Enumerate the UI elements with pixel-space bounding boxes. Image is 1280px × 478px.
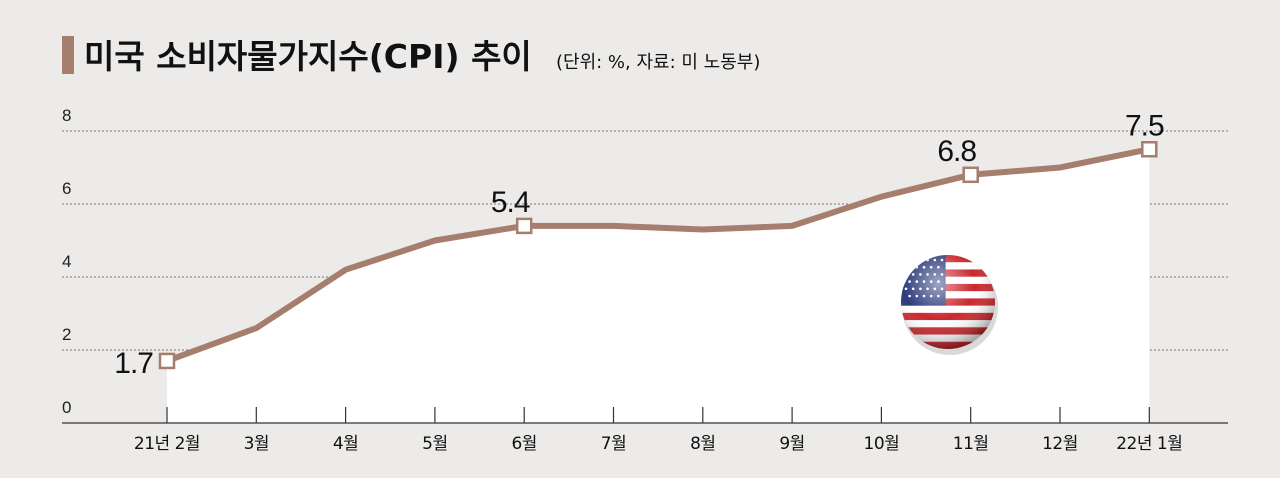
us-flag-icon	[901, 255, 998, 355]
title-bar-accent	[62, 36, 74, 74]
x-tick-label: 4월	[333, 434, 358, 454]
cpi-line	[164, 146, 1153, 364]
data-marker	[515, 217, 533, 235]
data-marker	[1141, 141, 1158, 158]
chart-subtitle: (단위: %, 자료: 미 노동부)	[556, 52, 760, 73]
y-tick-label: 0	[62, 398, 71, 417]
y-axis-ticks: 0 2 4 6 8	[62, 106, 71, 417]
x-tick-label: 5월	[422, 434, 447, 454]
x-axis-ticks: 21년 2월 3월 4월 5월 6월 7월 8월 9월 10월 11월 12월 22년 1월	[134, 434, 1183, 454]
data-label: 6.8	[937, 135, 976, 168]
y-tick-label: 8	[62, 106, 71, 125]
y-tick-label: 6	[62, 179, 71, 198]
x-tick-label: 11월	[953, 434, 989, 454]
x-tick-label: 21년 2월	[134, 434, 200, 454]
x-tick-label: 8월	[690, 434, 715, 454]
x-tick-label: 22년 1월	[1116, 434, 1182, 454]
x-tick-label: 12월	[1042, 434, 1078, 454]
y-tick-label: 4	[62, 252, 71, 271]
x-tick-label: 9월	[779, 434, 804, 454]
x-tick-label: 3월	[244, 434, 269, 454]
y-tick-label: 2	[62, 325, 71, 344]
data-label: 5.4	[491, 186, 530, 219]
chart-title: 미국 소비자물가지수(CPI) 추이	[84, 37, 532, 76]
title-block: 미국 소비자물가지수(CPI) 추이 (단위: %, 자료: 미 노동부)	[62, 36, 760, 76]
data-labels: 1.7 5.4 6.8 7.5	[114, 109, 1165, 380]
data-markers	[158, 141, 1158, 370]
data-marker	[158, 352, 176, 370]
x-tick-label: 6월	[511, 434, 536, 454]
x-axis	[62, 407, 1228, 424]
x-tick-label: 7월	[601, 434, 626, 454]
data-label: 7.5	[1125, 109, 1164, 142]
area-fill	[167, 149, 1150, 423]
data-marker	[962, 166, 979, 184]
data-label: 1.7	[114, 347, 153, 380]
x-tick-label: 10월	[864, 434, 900, 454]
flag-gloss	[901, 255, 995, 349]
